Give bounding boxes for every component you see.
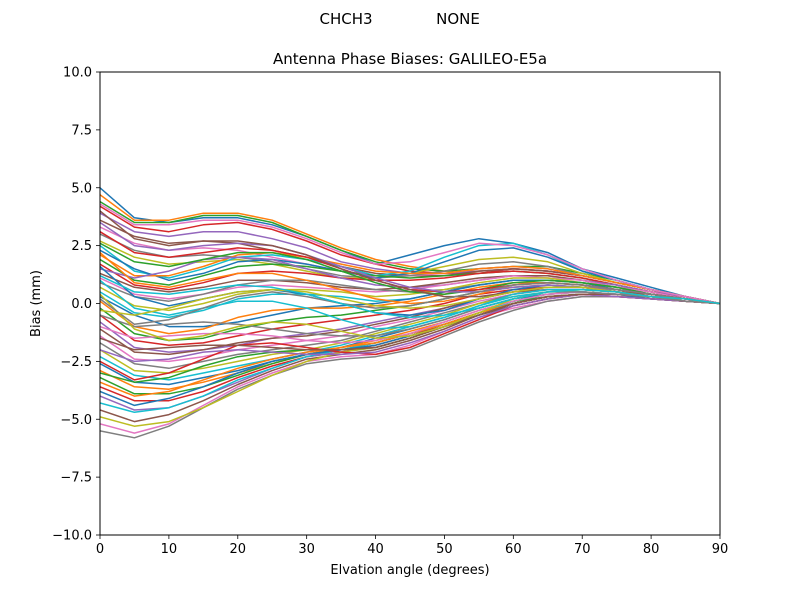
suptitle-model: NONE [436,10,480,28]
y-axis-label: Bias (mm) [29,270,44,337]
series-line-53 [100,242,720,305]
y-axis: −10.0 −7.5 −5.0 −2.5 0.0 2.5 5.0 7.5 10.0 [52,66,100,544]
x-axis: 0 10 20 30 40 50 60 70 80 90 [96,535,728,557]
x-tick-label: 80 [643,542,660,557]
series-line-58 [100,281,720,326]
x-tick-label: 0 [96,542,104,557]
x-tick-label: 60 [505,542,522,557]
x-tick-label: 20 [230,542,247,557]
y-tick-label: 0.0 [71,297,92,312]
y-tick-label: 10.0 [63,66,92,81]
series-layer [100,187,720,439]
y-tick-label: −10.0 [52,529,92,544]
series-line-45 [100,293,720,363]
y-tick-label: 7.5 [71,123,92,138]
series-line-39 [100,293,720,427]
series-line-48 [100,291,720,337]
x-tick-label: 90 [712,542,729,557]
y-tick-label: 2.5 [71,239,92,254]
x-tick-label: 50 [436,542,453,557]
series-line-57 [100,203,720,305]
x-axis-label: Elvation angle (degrees) [330,563,489,578]
series-line-1 [100,187,720,305]
series-line-12 [100,251,720,305]
y-tick-label: −5.0 [60,413,92,428]
chart-title: Antenna Phase Biases: GALILEO-E5a [273,50,547,68]
y-tick-label: −7.5 [60,471,92,486]
x-tick-label: 10 [161,542,178,557]
series-line-60 [100,275,720,319]
x-tick-label: 70 [574,542,591,557]
y-tick-label: 5.0 [71,181,92,196]
y-tick-label: −2.5 [60,355,92,370]
suptitle-station: CHCH3 [319,10,372,28]
x-tick-label: 40 [367,542,384,557]
x-tick-label: 30 [298,542,315,557]
